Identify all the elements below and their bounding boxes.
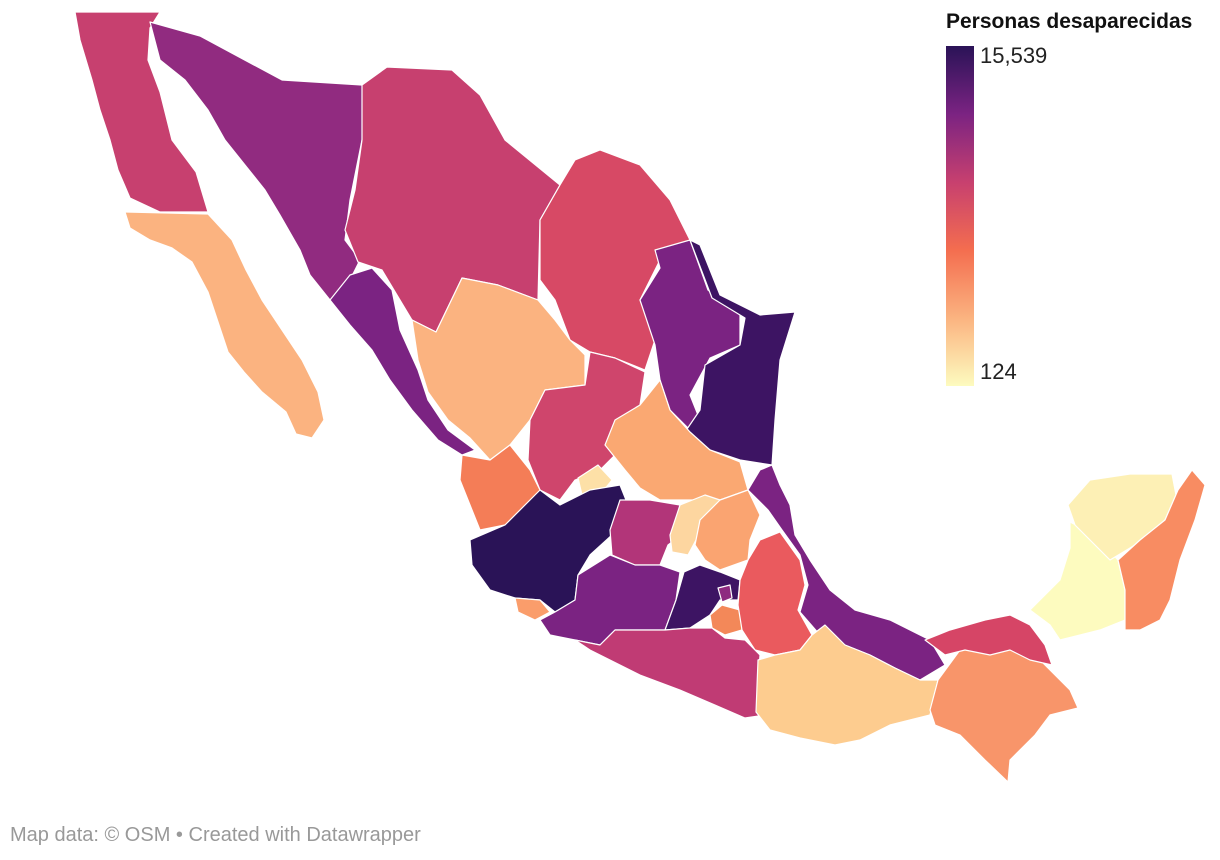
state-hidalgo[interactable]: Hidalgo <box>694 489 761 571</box>
state-baja-california[interactable]: Baja California <box>74 11 209 213</box>
state-quintana-roo[interactable]: Quintana Roo <box>1117 469 1206 631</box>
states-layer: Baja CaliforniaBaja California SurSonora… <box>74 11 1206 783</box>
state-oaxaca[interactable]: Oaxaca <box>755 624 939 746</box>
state-chiapas[interactable]: Chiapas <box>929 634 1079 783</box>
legend-max-label: 15,539 <box>980 43 1048 68</box>
state-colima[interactable]: Colima <box>514 597 551 621</box>
state-puebla[interactable]: Puebla <box>737 531 813 656</box>
legend-title: Personas desaparecidas <box>946 10 1193 33</box>
state-veracruz[interactable]: Veracruz <box>747 464 946 681</box>
attribution-footer: Map data: © OSM • Created with Datawrapp… <box>10 824 421 847</box>
legend-min-label: 124 <box>980 359 1017 384</box>
state-baja-california-sur[interactable]: Baja California Sur <box>124 211 325 439</box>
state-guerrero[interactable]: Guerrero <box>574 627 766 719</box>
state-sinaloa[interactable]: Sinaloa <box>329 267 476 456</box>
datawrapper-credit: Created with Datawrapper <box>188 824 421 846</box>
legend-color-scale <box>946 46 974 386</box>
state-tabasco[interactable]: Tabasco <box>924 614 1053 666</box>
map-data-credit: Map data: © OSM <box>10 824 171 846</box>
state-jalisco[interactable]: Jalisco <box>469 484 629 613</box>
legend: Personas desaparecidas 15,539 124 <box>946 10 1216 386</box>
state-tamaulipas[interactable]: Tamaulipas <box>684 239 796 466</box>
footer-separator: • <box>175 824 183 846</box>
state-ciudad-de-mexico[interactable]: Ciudad de México <box>717 584 733 603</box>
